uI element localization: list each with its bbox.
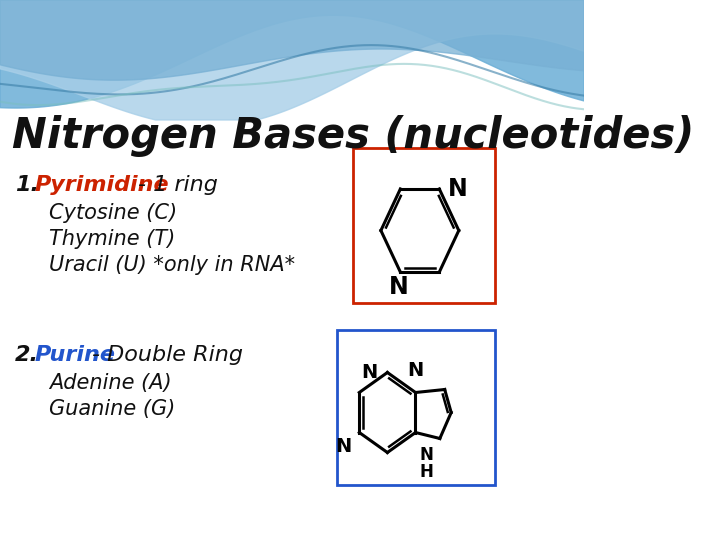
Text: N
H: N H — [420, 447, 433, 481]
Bar — [353, 148, 495, 303]
Polygon shape — [0, 0, 584, 120]
Text: Cytosine (C): Cytosine (C) — [49, 203, 177, 223]
Text: Purine: Purine — [34, 345, 115, 365]
Text: N: N — [361, 363, 378, 382]
Text: Guanine (G): Guanine (G) — [49, 399, 175, 419]
Text: N: N — [389, 275, 409, 299]
Text: Nitrogen Bases (nucleotides): Nitrogen Bases (nucleotides) — [12, 115, 694, 157]
Text: Thymine (T): Thymine (T) — [49, 229, 175, 249]
Text: Adenine (A): Adenine (A) — [49, 373, 171, 393]
Text: - 1 ring: - 1 ring — [138, 175, 217, 195]
Text: N: N — [447, 177, 467, 201]
Polygon shape — [0, 0, 584, 80]
Text: 1.: 1. — [14, 175, 39, 195]
Bar — [337, 330, 495, 485]
Text: N: N — [408, 361, 423, 381]
Text: Uracil (U) *only in RNA*: Uracil (U) *only in RNA* — [49, 255, 294, 275]
Polygon shape — [0, 0, 584, 108]
Text: Pyrimidine: Pyrimidine — [34, 175, 168, 195]
Text: N: N — [335, 437, 351, 456]
Text: - Double Ring: - Double Ring — [91, 345, 243, 365]
Text: 2.: 2. — [14, 345, 39, 365]
